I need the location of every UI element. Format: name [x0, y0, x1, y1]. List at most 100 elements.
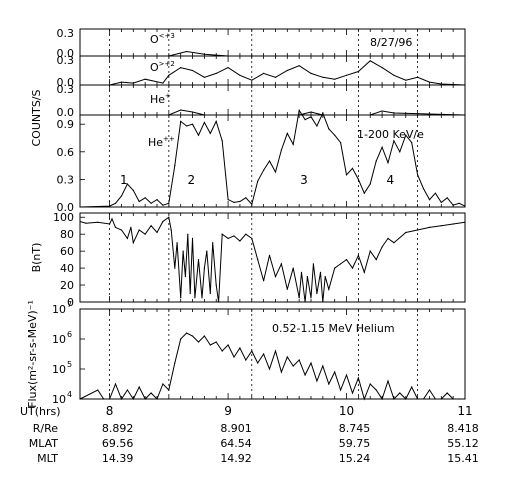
data-point — [381, 246, 383, 248]
data-point — [233, 356, 235, 358]
data-point — [452, 223, 454, 225]
data-point — [393, 398, 395, 400]
data-point — [322, 112, 324, 114]
data-point — [304, 301, 306, 303]
series-line — [79, 332, 465, 401]
data-point — [144, 78, 146, 80]
data-point — [310, 362, 312, 364]
data-point — [245, 197, 247, 199]
event-number: 4 — [387, 173, 395, 187]
data-point — [103, 398, 105, 400]
data-point — [274, 350, 277, 352]
data-point — [316, 125, 318, 127]
data-point — [126, 237, 128, 239]
event-number: 1 — [120, 173, 128, 187]
data-point — [182, 250, 184, 252]
y-tick-label: 0.3 — [57, 173, 75, 186]
data-point — [458, 202, 460, 204]
data-point — [150, 392, 152, 394]
y-axis-label: B(nT) — [30, 243, 43, 273]
orbit-value: 15.24 — [339, 452, 371, 465]
data-point — [180, 297, 182, 299]
data-point — [306, 276, 308, 278]
data-point — [257, 362, 259, 364]
data-point — [221, 350, 223, 352]
data-point — [351, 392, 354, 394]
data-point — [274, 171, 277, 173]
data-point — [186, 125, 188, 127]
data-point — [191, 237, 194, 239]
data-point — [215, 72, 217, 74]
data-point — [218, 301, 220, 303]
orbit-value: 55.12 — [447, 437, 479, 450]
y-tick-exponent: 5 — [67, 360, 72, 369]
data-point — [464, 221, 466, 223]
data-point — [120, 229, 123, 231]
data-point — [170, 229, 172, 231]
data-point — [132, 82, 134, 84]
y-tick-label: 100 — [53, 211, 74, 224]
data-point — [298, 65, 300, 67]
data-point — [138, 386, 140, 388]
data-point — [411, 142, 413, 144]
panel-bfield: 100 80 60 40 20 0 B(nT) — [30, 211, 466, 309]
data-point — [126, 389, 128, 391]
data-point — [162, 220, 164, 223]
x-axis-label: UT(hrs) — [20, 405, 61, 418]
data-point — [227, 67, 229, 69]
y-tick-label: 0.3 — [57, 83, 75, 96]
data-point — [114, 202, 117, 204]
data-point — [245, 359, 247, 361]
data-point — [357, 377, 359, 379]
y-tick-label: 80 — [60, 228, 74, 241]
data-point — [304, 374, 306, 376]
x-tick-label: 9 — [224, 404, 232, 418]
data-point — [334, 78, 336, 80]
data-point — [194, 297, 196, 299]
data-point — [310, 72, 312, 74]
data-point — [114, 226, 117, 228]
data-point — [345, 374, 348, 376]
y-tick-label: 60 — [60, 245, 74, 258]
data-point — [180, 67, 182, 69]
data-point — [130, 226, 132, 228]
data-point — [399, 392, 401, 394]
data-point — [162, 82, 164, 84]
data-point — [322, 76, 324, 78]
y-tick-label: 10 — [52, 303, 66, 316]
data-point — [458, 398, 460, 400]
data-point — [300, 271, 303, 273]
data-point — [310, 297, 312, 299]
data-point — [79, 206, 81, 208]
data-point — [263, 72, 265, 74]
orbit-value: 14.39 — [102, 452, 134, 465]
data-point — [393, 74, 395, 76]
data-point — [280, 263, 282, 265]
data-point — [144, 197, 146, 199]
data-point — [452, 204, 454, 206]
orbit-value: 15.41 — [447, 452, 479, 465]
data-point — [156, 199, 158, 201]
data-point — [191, 111, 194, 113]
data-point — [251, 79, 253, 81]
y-axis-label: Flux(m²-sr-s-MeV)⁻¹ — [26, 300, 39, 408]
orbit-value: 64.54 — [220, 437, 252, 450]
data-point — [85, 222, 87, 224]
species-label: He++ — [148, 135, 175, 149]
data-point — [212, 242, 214, 244]
data-point — [144, 398, 146, 400]
data-point — [440, 398, 442, 400]
series-line — [80, 109, 466, 116]
x-tick-label: 8 — [106, 404, 114, 418]
data-point — [292, 143, 294, 145]
data-point — [174, 267, 176, 269]
orbit-value: 14.92 — [220, 452, 252, 465]
data-point — [280, 149, 282, 151]
data-point — [440, 225, 442, 227]
data-point — [239, 74, 241, 76]
data-point — [215, 341, 217, 343]
data-point — [310, 116, 312, 118]
data-point — [387, 380, 389, 382]
data-point — [203, 267, 205, 269]
